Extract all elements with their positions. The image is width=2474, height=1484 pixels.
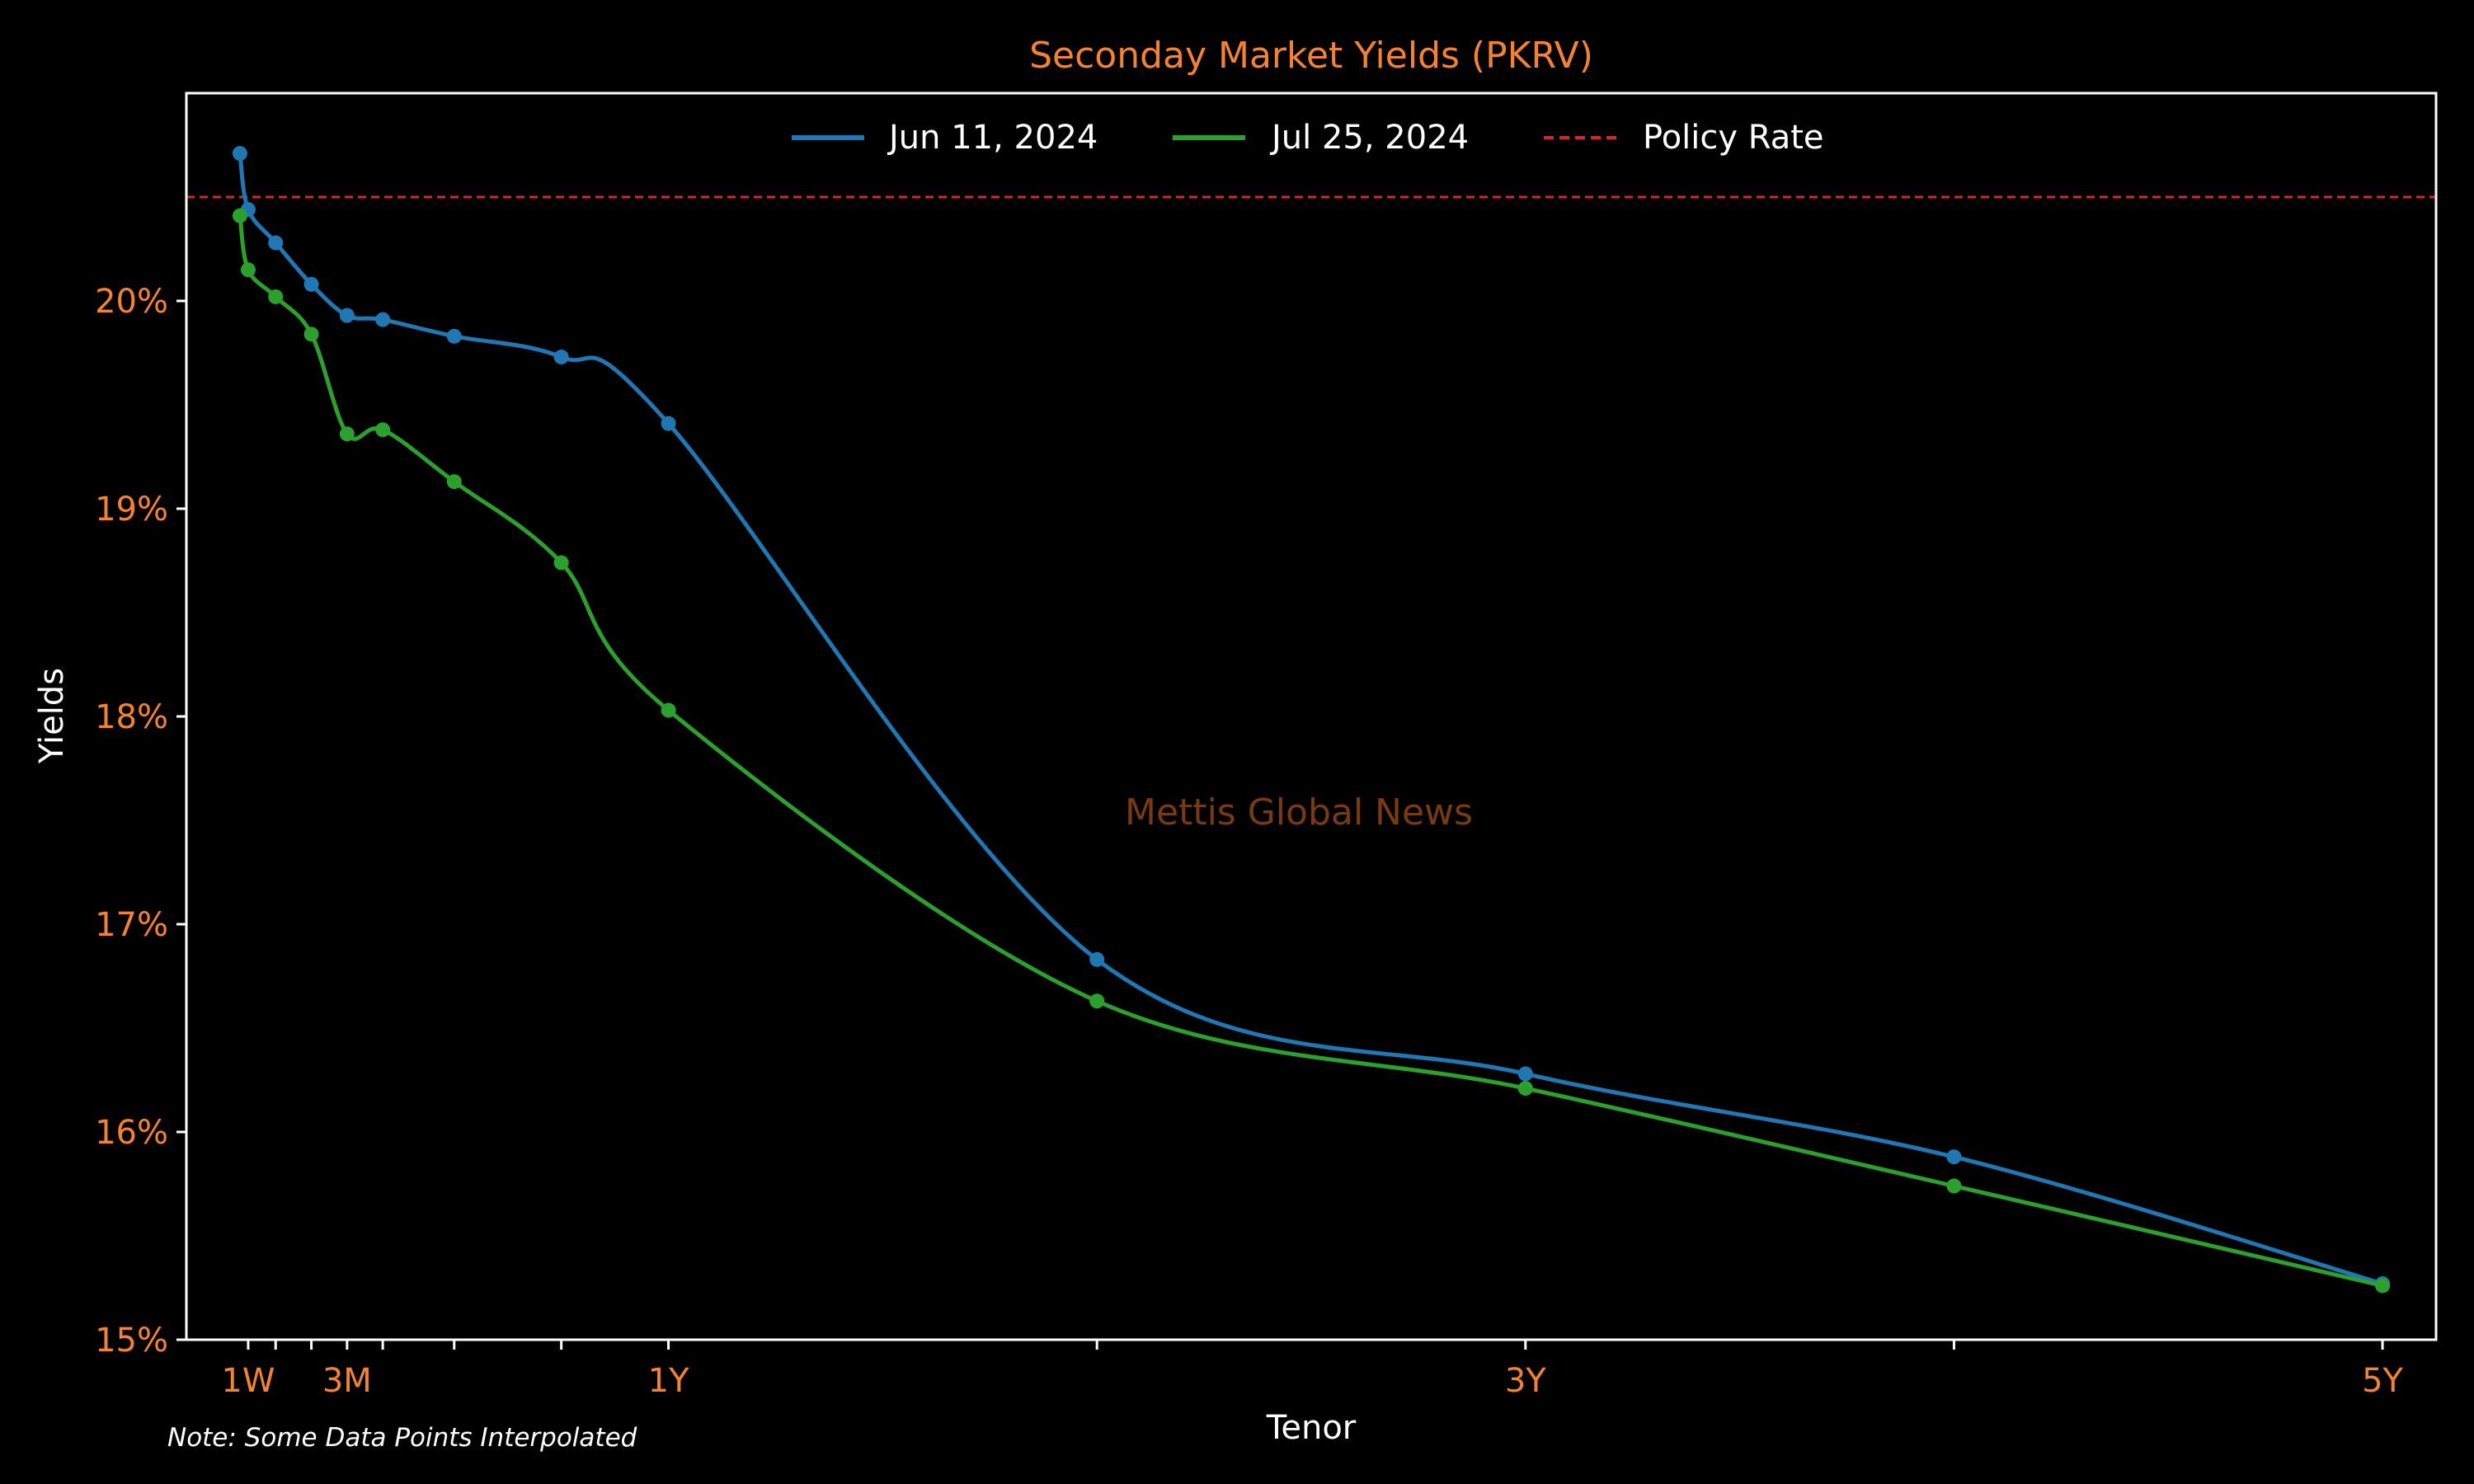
data-point-jul-25-2024 xyxy=(1089,993,1105,1009)
data-point-jul-25-2024 xyxy=(268,289,284,304)
footnote: Note: Some Data Points Interpolated xyxy=(167,1423,637,1453)
watermark-text: Mettis Global News xyxy=(1125,791,1473,834)
x-tick-label: 5Y xyxy=(2362,1362,2403,1400)
data-point-jul-25-2024 xyxy=(303,326,319,342)
data-point-jul-25-2024 xyxy=(1946,1178,1962,1194)
data-point-jun-11-2024 xyxy=(446,328,462,344)
legend-label-policy-rate: Policy Rate xyxy=(1643,119,1824,157)
x-axis-label: Tenor xyxy=(1266,1409,1357,1447)
y-tick-label: 19% xyxy=(95,491,168,528)
x-tick-label: 1W xyxy=(221,1362,275,1400)
data-point-jul-25-2024 xyxy=(232,208,247,223)
data-point-jun-11-2024 xyxy=(553,350,569,365)
chart-title: Seconday Market Yields (PKRV) xyxy=(1029,35,1593,77)
data-point-jul-25-2024 xyxy=(240,262,256,278)
data-point-jun-11-2024 xyxy=(1089,951,1105,967)
y-axis-label: Yields xyxy=(33,668,71,764)
data-point-jun-11-2024 xyxy=(1517,1066,1533,1082)
data-point-jun-11-2024 xyxy=(268,235,284,251)
y-tick-label: 20% xyxy=(95,283,168,321)
data-point-jun-11-2024 xyxy=(339,308,355,323)
series-layer xyxy=(186,146,2436,1294)
data-point-jun-11-2024 xyxy=(375,312,391,327)
data-point-jul-25-2024 xyxy=(339,426,355,442)
data-point-jun-11-2024 xyxy=(232,146,247,162)
x-tick-label: 3M xyxy=(322,1362,372,1400)
data-point-jun-11-2024 xyxy=(661,416,676,431)
series-line-jun-11-2024 xyxy=(238,153,2383,1286)
data-point-jul-25-2024 xyxy=(553,555,569,571)
data-point-jul-25-2024 xyxy=(661,702,676,718)
data-point-jul-25-2024 xyxy=(446,474,462,490)
data-point-jul-25-2024 xyxy=(2375,1278,2391,1294)
x-tick-label: 3Y xyxy=(1505,1362,1546,1400)
y-tick-label: 16% xyxy=(95,1114,168,1152)
legend: Jun 11, 2024 Jul 25, 2024 Policy Rate xyxy=(792,119,1824,157)
data-point-jul-25-2024 xyxy=(375,422,391,438)
y-tick-label: 15% xyxy=(95,1322,168,1360)
data-point-jun-11-2024 xyxy=(1946,1149,1962,1165)
axes-layer: 15% 16% 17% 18% 19% 20% 1W 3M 1Y 3Y 5Y xyxy=(95,283,2403,1400)
legend-label-jun-11-2024: Jun 11, 2024 xyxy=(887,119,1098,157)
x-tick-label: 1Y xyxy=(648,1362,689,1400)
y-tick-label: 18% xyxy=(95,698,168,736)
legend-label-jul-25-2024: Jul 25, 2024 xyxy=(1269,119,1469,157)
data-point-jul-25-2024 xyxy=(1517,1081,1533,1097)
data-point-jun-11-2024 xyxy=(303,276,319,292)
y-tick-label: 17% xyxy=(95,906,168,944)
plot-frame xyxy=(185,92,2438,1341)
